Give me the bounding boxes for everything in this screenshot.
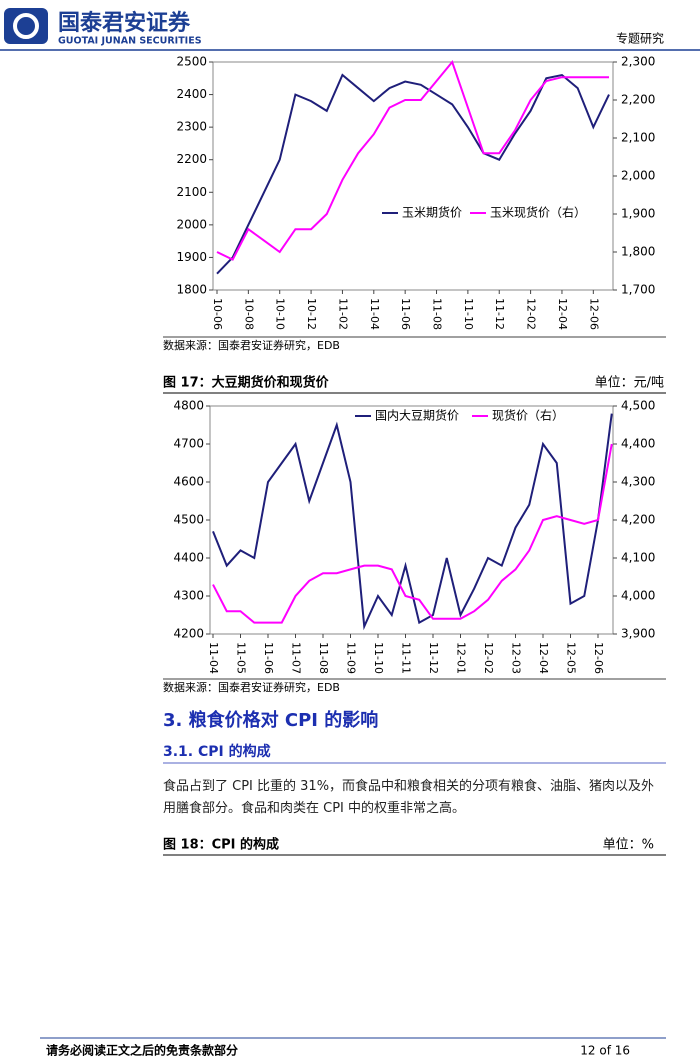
y2-tick-label: 4,000 bbox=[621, 589, 655, 603]
subheading: 3.1. CPI 的构成 bbox=[163, 743, 271, 760]
source: 数据来源：国泰君安证券研究，EDB bbox=[163, 338, 340, 352]
x-tick-label: 10-08 bbox=[242, 298, 255, 330]
y-tick-label: 4400 bbox=[173, 551, 204, 565]
report-type: 专题研究 bbox=[616, 31, 664, 46]
x-tick-label: 11-04 bbox=[207, 642, 220, 674]
page-number: 12 of 16 bbox=[580, 1044, 630, 1058]
series-line bbox=[212, 443, 613, 624]
y2-tick-label: 1,700 bbox=[621, 283, 655, 297]
x-tick-label: 10-06 bbox=[211, 298, 224, 330]
source: 数据来源：国泰君安证券研究，EDB bbox=[163, 680, 340, 694]
paragraph: 食品占到了 CPI 比重的 31%，而食品中和粮食相关的分项有粮食、油脂、猪肉以… bbox=[163, 779, 655, 816]
x-tick-label: 11-07 bbox=[290, 642, 303, 674]
x-tick-label: 11-10 bbox=[372, 642, 385, 674]
x-tick-label: 12-04 bbox=[537, 642, 550, 674]
x-tick-label: 11-10 bbox=[462, 298, 475, 330]
y-tick-label: 4600 bbox=[173, 475, 204, 489]
legend-label: 玉米期货价 bbox=[402, 205, 462, 220]
x-tick-label: 12-01 bbox=[455, 642, 468, 674]
x-tick-label: 11-08 bbox=[317, 642, 330, 674]
x-tick-label: 12-02 bbox=[482, 642, 495, 674]
x-tick-label: 12-04 bbox=[556, 298, 569, 330]
x-tick-label: 11-11 bbox=[400, 642, 413, 674]
x-tick-label: 12-05 bbox=[565, 642, 578, 674]
y-tick-label: 2300 bbox=[176, 120, 207, 134]
y2-tick-label: 4,500 bbox=[621, 399, 655, 413]
y2-tick-label: 2,000 bbox=[621, 169, 655, 183]
y-tick-label: 2000 bbox=[176, 217, 207, 231]
figure-unit: 单位：元/吨 bbox=[595, 376, 664, 391]
brand-en: GUOTAI JUNAN SECURITIES bbox=[58, 36, 202, 47]
y-tick-label: 1900 bbox=[176, 250, 207, 264]
x-tick-label: 11-12 bbox=[427, 642, 440, 674]
x-tick-label: 11-05 bbox=[235, 642, 248, 674]
figure-caption: 图 18：CPI 的构成 bbox=[163, 837, 279, 853]
x-tick-label: 11-08 bbox=[431, 298, 444, 330]
plot-frame bbox=[212, 61, 614, 291]
x-tick-label: 12-02 bbox=[525, 298, 538, 330]
y-tick-label: 4700 bbox=[173, 437, 204, 451]
x-tick-label: 10-10 bbox=[274, 298, 287, 330]
y2-tick-label: 4,100 bbox=[621, 551, 655, 565]
y-tick-label: 4500 bbox=[173, 513, 204, 527]
y-tick-label: 2200 bbox=[176, 152, 207, 166]
y2-tick-label: 1,900 bbox=[621, 207, 655, 221]
y2-tick-label: 3,900 bbox=[621, 627, 655, 641]
series-line bbox=[216, 59, 609, 261]
series-line bbox=[216, 73, 610, 275]
y2-tick-label: 2,100 bbox=[621, 131, 655, 145]
x-tick-label: 11-09 bbox=[345, 642, 358, 674]
x-tick-label: 11-06 bbox=[399, 298, 412, 330]
x-tick-label: 10-12 bbox=[305, 298, 318, 330]
figure-unit: 单位：% bbox=[603, 838, 654, 853]
x-tick-label: 11-02 bbox=[336, 298, 349, 330]
disclaimer: 请务必阅读正文之后的免责条款部分 bbox=[46, 1043, 238, 1058]
y2-tick-label: 2,300 bbox=[621, 55, 655, 69]
y-tick-label: 2400 bbox=[176, 87, 207, 101]
logo-mark bbox=[4, 8, 48, 44]
y-tick-label: 2100 bbox=[176, 185, 207, 199]
y-tick-label: 4200 bbox=[173, 627, 204, 641]
x-tick-label: 12-06 bbox=[587, 298, 600, 330]
y-tick-label: 4800 bbox=[173, 399, 204, 413]
logo-ring bbox=[13, 13, 39, 39]
legend-label: 国内大豆期货价 bbox=[375, 408, 459, 423]
y2-tick-label: 4,200 bbox=[621, 513, 655, 527]
x-tick-label: 11-04 bbox=[368, 298, 381, 330]
figure-caption: 图 17：大豆期货价和现货价 bbox=[163, 375, 330, 391]
x-tick-label: 12-03 bbox=[510, 642, 523, 674]
legend-label: 玉米现货价（右） bbox=[490, 205, 586, 220]
section-heading: 3. 粮食价格对 CPI 的影响 bbox=[163, 709, 378, 731]
legend-label: 现货价（右） bbox=[492, 408, 564, 423]
x-tick-label: 11-06 bbox=[262, 642, 275, 674]
y-tick-label: 2500 bbox=[176, 55, 207, 69]
y-tick-label: 4300 bbox=[173, 589, 204, 603]
y2-tick-label: 4,400 bbox=[621, 437, 655, 451]
y2-tick-label: 1,800 bbox=[621, 245, 655, 259]
plot-frame bbox=[209, 405, 614, 635]
x-tick-label: 12-06 bbox=[592, 642, 605, 674]
y-tick-label: 1800 bbox=[176, 283, 207, 297]
brand: 国泰君安证券 bbox=[58, 10, 191, 36]
x-tick-label: 11-12 bbox=[493, 298, 506, 330]
series-line bbox=[212, 413, 613, 631]
y2-tick-label: 4,300 bbox=[621, 475, 655, 489]
y2-tick-label: 2,200 bbox=[621, 93, 655, 107]
